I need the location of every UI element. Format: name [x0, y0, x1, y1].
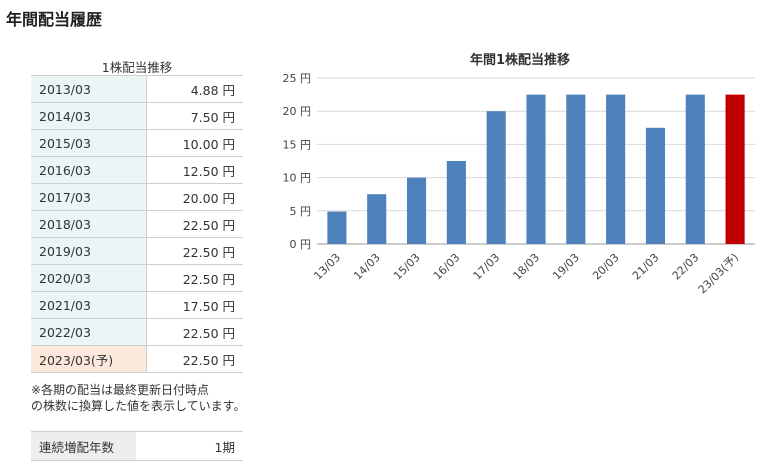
- bar: [566, 94, 586, 244]
- page-title: 年間配当履歴: [6, 10, 103, 29]
- amount-cell: 20.00 円: [146, 183, 243, 211]
- bar: [645, 127, 666, 244]
- amount-cell: 10.00 円: [146, 129, 243, 157]
- bar-forecast: [725, 94, 745, 244]
- period-cell: 2013/03: [31, 75, 147, 103]
- table-row: 2014/03 7.50 円: [31, 102, 243, 130]
- x-tick-label: 13/03: [311, 251, 343, 283]
- y-tick-label: 0 円: [290, 238, 312, 251]
- amount-cell: 7.50 円: [146, 102, 243, 130]
- x-tick-label: 19/03: [550, 251, 582, 283]
- dividend-table: 2013/03 4.88 円 2014/03 7.50 円 2015/03 10.00 円…: [31, 75, 243, 373]
- y-tick-label: 20 円: [283, 105, 312, 118]
- table-row: 2018/03 22.50 円: [31, 210, 243, 238]
- amount-cell: 4.88 円: [146, 75, 243, 103]
- dividend-chart: 年間1株配当推移 0 円 5 円 10 円 15 円 20 円 25 円 13/03 14/0…: [255, 45, 765, 305]
- x-tick-label: 23/03(予): [696, 251, 741, 296]
- streak-label: 連続増配年数: [31, 431, 136, 461]
- note-line-2: の株数に換算した値を表示しています。: [31, 399, 246, 413]
- amount-cell: 22.50 円: [146, 345, 243, 373]
- bar: [685, 94, 705, 244]
- table-row: 2015/03 10.00 円: [31, 129, 243, 157]
- note-line-1: ※各期の配当は最終更新日付時点: [31, 383, 210, 397]
- chart-title: 年間1株配当推移: [470, 52, 570, 68]
- x-tick-label: 22/03: [670, 251, 702, 283]
- dividend-table-caption: 1株配当推移: [101, 60, 173, 75]
- y-tick-label: 25 円: [283, 72, 312, 85]
- x-tick-label: 15/03: [391, 251, 423, 283]
- table-row: 2022/03 22.50 円: [31, 318, 243, 346]
- x-tick-label: 20/03: [590, 251, 622, 283]
- period-cell: 2014/03: [31, 102, 147, 130]
- amount-cell: 22.50 円: [146, 210, 243, 238]
- amount-cell: 12.50 円: [146, 156, 243, 184]
- note-text: ※各期の配当は最終更新日付時点 の株数に換算した値を表示しています。: [31, 382, 245, 414]
- x-tick-label: 17/03: [471, 251, 503, 283]
- bar: [526, 94, 546, 244]
- y-tick-label: 10 円: [283, 172, 312, 185]
- bar: [327, 211, 347, 244]
- table-row: 2021/03 17.50 円: [31, 291, 243, 319]
- x-tick-label: 14/03: [351, 251, 383, 283]
- period-cell: 2021/03: [31, 291, 147, 319]
- table-row: 2023/03(予) 22.50 円: [31, 345, 243, 373]
- period-cell: 2015/03: [31, 129, 147, 157]
- amount-cell: 22.50 円: [146, 318, 243, 346]
- bar: [406, 177, 427, 244]
- table-row: 2013/03 4.88 円: [31, 75, 243, 103]
- x-tick-label: 16/03: [431, 251, 463, 283]
- bar: [486, 111, 506, 244]
- table-row: 2020/03 22.50 円: [31, 264, 243, 292]
- table-row: 2019/03 22.50 円: [31, 237, 243, 265]
- amount-cell: 22.50 円: [146, 264, 243, 292]
- bar: [446, 161, 466, 244]
- x-tick-label: 21/03: [630, 251, 662, 283]
- y-tick-label: 15 円: [283, 138, 312, 151]
- streak-value: 1期: [136, 431, 243, 461]
- period-cell: 2020/03: [31, 264, 147, 292]
- period-cell: 2018/03: [31, 210, 147, 238]
- bar: [367, 194, 387, 244]
- period-cell: 2023/03(予): [31, 345, 147, 373]
- bar: [606, 94, 626, 244]
- y-tick-label: 5 円: [290, 205, 312, 218]
- period-cell: 2017/03: [31, 183, 147, 211]
- period-cell: 2016/03: [31, 156, 147, 184]
- streak-table: 連続増配年数 1期: [31, 431, 243, 461]
- period-cell: 2022/03: [31, 318, 147, 346]
- amount-cell: 22.50 円: [146, 237, 243, 265]
- amount-cell: 17.50 円: [146, 291, 243, 319]
- period-cell: 2019/03: [31, 237, 147, 265]
- table-row: 2016/03 12.50 円: [31, 156, 243, 184]
- x-tick-label: 18/03: [511, 251, 543, 283]
- dividend-chart-svg: 年間1株配当推移 0 円 5 円 10 円 15 円 20 円 25 円 13/03 14/0…: [283, 52, 755, 296]
- table-row: 2017/03 20.00 円: [31, 183, 243, 211]
- streak-row: 連続増配年数 1期: [31, 431, 243, 461]
